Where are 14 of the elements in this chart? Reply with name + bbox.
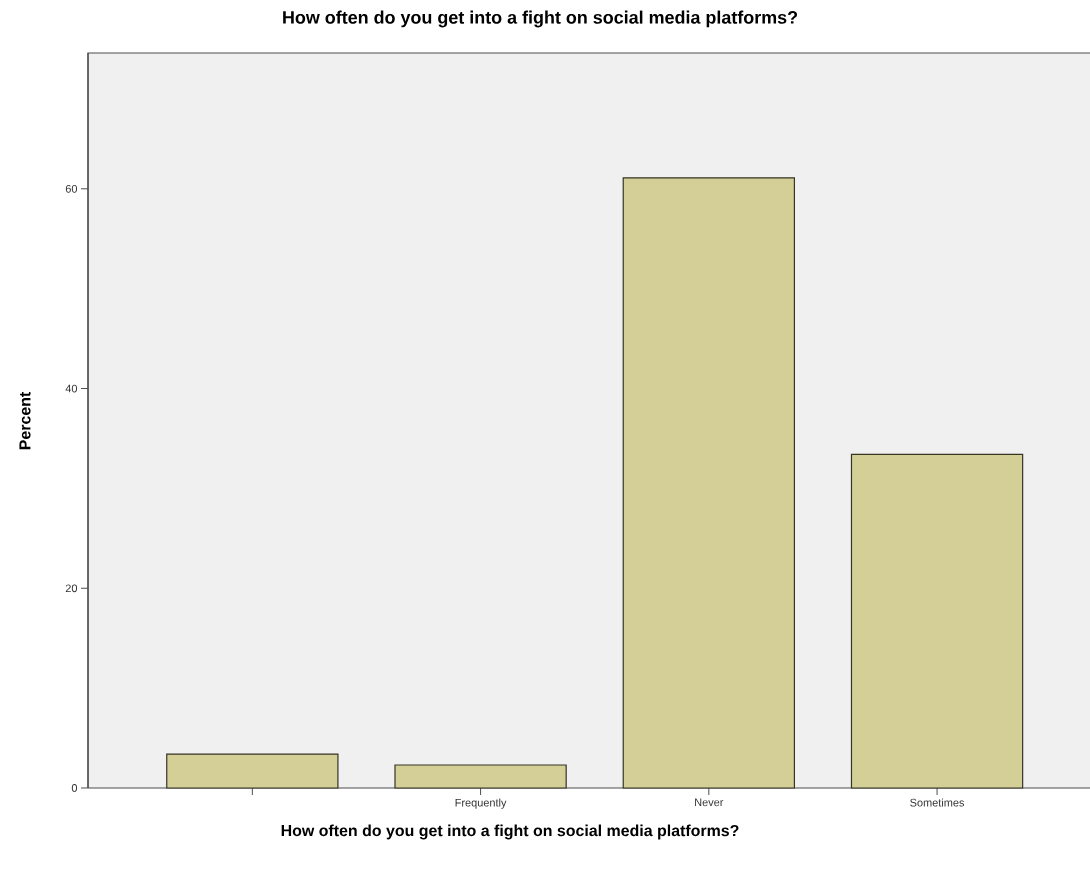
bar: [850, 453, 1024, 789]
x-axis-title: How often do you get into a fight on social media platforms?: [281, 824, 739, 840]
x-tick-label: Frequently: [455, 798, 507, 809]
bar: [166, 753, 339, 789]
y-tick-label: 20: [65, 584, 78, 593]
y-tick-label: 60: [65, 184, 78, 193]
bar: [622, 177, 796, 789]
bar: [394, 764, 567, 789]
x-tick-label: Never: [695, 798, 724, 807]
x-tick-label: Sometimes: [910, 798, 965, 807]
y-tick-label: 0: [71, 784, 78, 792]
y-axis-title: Percent: [19, 391, 31, 450]
y-tick-label: 40: [65, 384, 78, 393]
chart-title: How often do you get into a fight on social media platforms?: [283, 10, 798, 28]
